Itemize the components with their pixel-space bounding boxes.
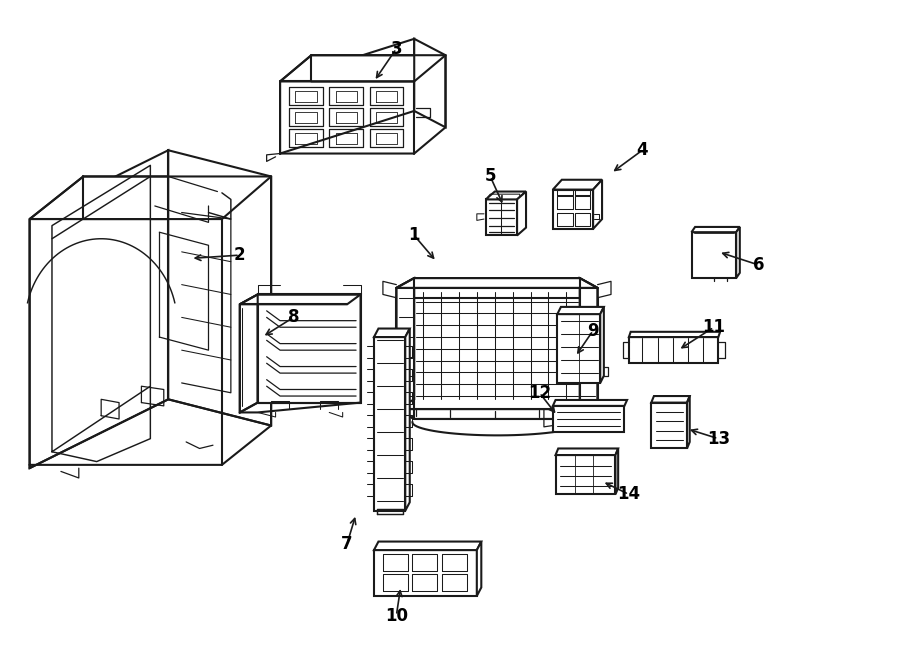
Polygon shape	[553, 190, 593, 229]
Polygon shape	[555, 448, 618, 455]
Polygon shape	[477, 541, 482, 596]
Polygon shape	[652, 403, 687, 448]
Polygon shape	[629, 337, 718, 364]
Polygon shape	[257, 294, 361, 403]
Polygon shape	[374, 550, 477, 596]
Text: 1: 1	[409, 227, 420, 245]
Text: 14: 14	[617, 485, 641, 504]
Polygon shape	[629, 332, 720, 337]
Polygon shape	[280, 39, 414, 153]
Text: 11: 11	[702, 318, 725, 336]
Text: 9: 9	[588, 321, 598, 340]
Polygon shape	[600, 307, 604, 383]
Polygon shape	[593, 180, 602, 229]
Polygon shape	[30, 150, 168, 468]
Text: 4: 4	[636, 141, 648, 159]
Polygon shape	[396, 409, 598, 419]
Polygon shape	[374, 541, 482, 550]
Polygon shape	[405, 329, 410, 511]
Polygon shape	[30, 176, 271, 219]
Polygon shape	[239, 294, 361, 304]
Polygon shape	[555, 455, 616, 494]
Text: 8: 8	[288, 309, 299, 327]
Polygon shape	[374, 337, 405, 511]
Polygon shape	[396, 278, 414, 409]
Polygon shape	[396, 278, 598, 288]
Polygon shape	[486, 192, 526, 200]
Polygon shape	[396, 297, 598, 409]
Polygon shape	[691, 227, 740, 232]
Text: 12: 12	[528, 384, 551, 402]
Text: 2: 2	[234, 246, 246, 264]
Text: 7: 7	[341, 535, 353, 553]
Polygon shape	[553, 180, 602, 190]
Polygon shape	[518, 192, 526, 235]
Polygon shape	[736, 227, 740, 278]
Polygon shape	[557, 314, 600, 383]
Polygon shape	[557, 307, 604, 314]
Polygon shape	[687, 396, 689, 448]
Polygon shape	[239, 294, 257, 412]
Text: 5: 5	[484, 167, 496, 186]
Text: 10: 10	[385, 607, 408, 625]
Text: 3: 3	[391, 40, 402, 58]
Polygon shape	[374, 329, 410, 337]
Polygon shape	[616, 448, 618, 494]
Polygon shape	[691, 232, 736, 278]
Polygon shape	[553, 406, 625, 432]
Polygon shape	[280, 56, 446, 81]
Polygon shape	[414, 39, 446, 128]
Polygon shape	[486, 200, 518, 235]
Polygon shape	[580, 278, 598, 409]
Polygon shape	[652, 396, 689, 403]
Polygon shape	[168, 150, 271, 426]
Text: 6: 6	[752, 256, 764, 274]
Text: 13: 13	[706, 430, 730, 447]
Polygon shape	[553, 400, 627, 406]
